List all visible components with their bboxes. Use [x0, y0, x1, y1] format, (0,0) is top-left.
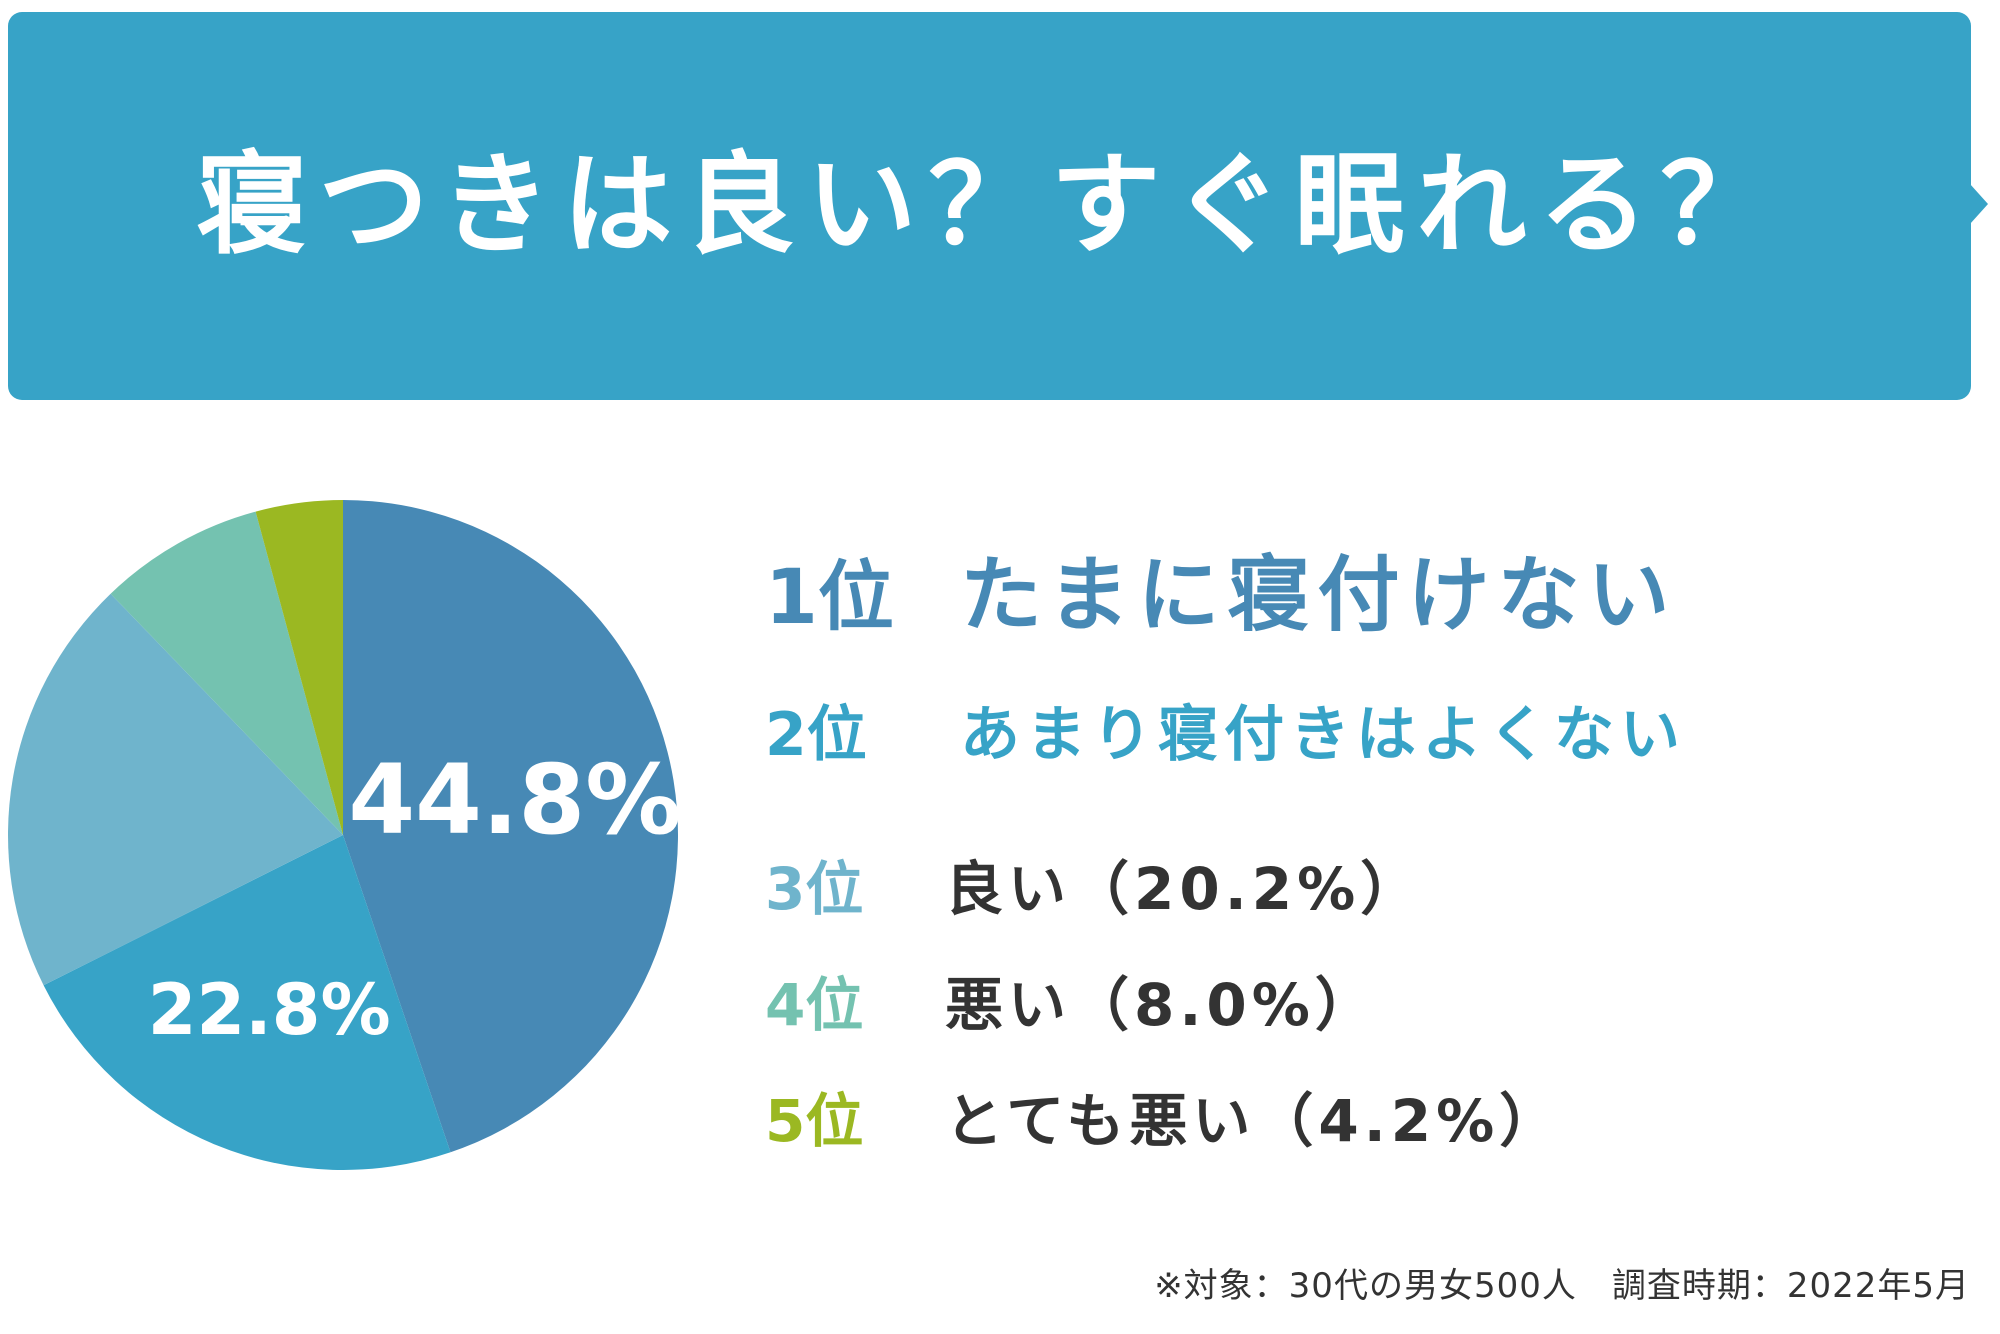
- pie-slice-1: [343, 500, 678, 1153]
- data-label-2: 22.8%: [148, 969, 391, 1051]
- rank-number: 5位: [765, 1087, 864, 1155]
- page-title: 寝つきは良い？すぐ眠れる？: [196, 141, 1783, 269]
- pie-slice-2: [43, 835, 451, 1170]
- rank-label: たまに寝付けない: [960, 548, 1678, 643]
- data-label-1: 44.8%: [348, 744, 678, 856]
- rank-number: 4位: [765, 971, 864, 1039]
- pie-slice-4: [110, 511, 343, 835]
- title-banner: 寝つきは良い？すぐ眠れる？: [8, 12, 1971, 400]
- pie-slice-3: [8, 593, 343, 986]
- rank-number: 3位: [765, 855, 864, 923]
- rank-item-3: 3位 良い（20.2%）: [765, 842, 1423, 926]
- rank-number: 1位: [765, 552, 894, 641]
- survey-footnote: ※対象：30代の男女500人 調査時期：2022年5月: [1154, 1266, 1970, 1306]
- rank-label: 悪い（8.0%）: [945, 971, 1378, 1039]
- rank-label: あまり寝付きはよくない: [960, 700, 1686, 770]
- rank-item-5: 5位 とても悪い（4.2%）: [765, 1074, 1562, 1158]
- rank-item-2: 2位 あまり寝付きはよくない: [765, 686, 1686, 773]
- pie-chart: 44.8% 22.8%: [8, 500, 678, 1170]
- rank-label: とても悪い（4.2%）: [945, 1087, 1563, 1155]
- rank-number: 2位: [765, 700, 867, 770]
- rank-label: 良い（20.2%）: [945, 855, 1424, 923]
- pie-slice-5: [255, 500, 343, 835]
- rank-item-4: 4位 悪い（8.0%）: [765, 958, 1378, 1042]
- rank-item-1: 1位 たまに寝付けない: [765, 528, 1678, 647]
- banner-notch: [1970, 184, 1988, 224]
